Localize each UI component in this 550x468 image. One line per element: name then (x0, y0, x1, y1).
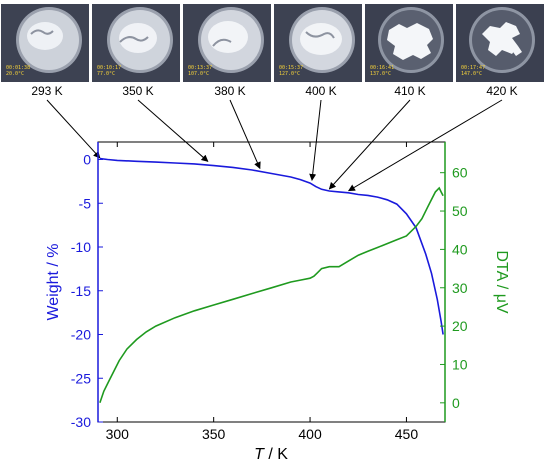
photo-stamp: 00:13:37 107.0°C (188, 65, 213, 77)
right-y-tick-label: 0 (452, 395, 460, 411)
left-y-tick-label: -25 (71, 370, 91, 386)
left-y-axis-title: Weight / % (45, 243, 62, 320)
x-axis-title: T / K (254, 446, 288, 463)
left-y-tick-label: -5 (79, 195, 92, 211)
data-series (99, 157, 444, 404)
x-tick-label: 350 (202, 426, 226, 442)
temperature-label: 400 K (305, 84, 337, 98)
sample-dish-image (365, 4, 453, 82)
temperature-label: 410 K (394, 84, 426, 98)
annotation-arrow (46, 99, 101, 159)
annotation-arrow (229, 99, 261, 170)
weight-line (99, 157, 444, 335)
temperature-label: 420 K (486, 84, 518, 98)
photo-stamp: 00:10:17 77.0°C (97, 65, 122, 77)
sample-dish-image (1, 4, 89, 82)
photo-strip: 00:01:38 20.0°C 00:10:17 77.0°C 00:13:37… (0, 0, 550, 84)
x-tick-label: 300 (106, 426, 130, 442)
right-y-tick-label: 10 (452, 356, 468, 372)
left-y-tick-label: -10 (71, 239, 91, 255)
photo-stamp: 00:16:41 137.0°C (370, 65, 395, 77)
right-y-tick-label: 50 (452, 203, 468, 219)
photo-stamp: 00:01:38 20.0°C (6, 65, 31, 77)
x-tick-label: 450 (395, 426, 419, 442)
plot-frame (97, 141, 446, 423)
x-axis-unit: / K (264, 446, 288, 463)
annotation-arrow (137, 99, 209, 162)
x-tick-label: 400 (298, 426, 322, 442)
left-y-tick-label: -30 (71, 414, 91, 430)
left-y-tick-label: -20 (71, 327, 91, 343)
left-y-tick-label: -15 (71, 283, 91, 299)
annotation-arrow (348, 99, 503, 192)
photo-stamp: 00:15:37 127.0°C (279, 65, 304, 77)
sample-photo: 00:15:37 127.0°C (274, 4, 362, 82)
x-axis-variable: T (254, 446, 265, 463)
right-y-axis-title: DTA / μV (493, 250, 510, 313)
x-axis: 300 350 400 450 (106, 142, 419, 442)
dta-line (99, 186, 444, 404)
sample-dish-image (456, 4, 544, 82)
left-y-tick-label: 0 (83, 152, 91, 168)
right-y-tick-label: 60 (452, 165, 468, 181)
temperature-label: 293 K (31, 84, 63, 98)
sample-dish-image (92, 4, 180, 82)
annotation-arrows (46, 99, 503, 192)
annotation-arrow (328, 99, 411, 190)
sample-photo: 00:10:17 77.0°C (92, 4, 180, 82)
right-y-axis: 0 10 20 30 40 50 60 (440, 165, 468, 411)
photo-stamp: 00:17:47 147.0°C (461, 65, 486, 77)
temperature-label: 380 K (214, 84, 246, 98)
left-y-axis: 0 -5 -10 -15 -20 -25 -30 (71, 152, 103, 430)
right-y-tick-label: 30 (452, 280, 468, 296)
right-y-tick-label: 20 (452, 318, 468, 334)
sample-photo: 00:01:38 20.0°C (1, 4, 89, 82)
sample-photo: 00:16:41 137.0°C (365, 4, 453, 82)
annotation-arrow (309, 99, 322, 181)
sample-dish-image (274, 4, 362, 82)
sample-photo: 00:17:47 147.0°C (456, 4, 544, 82)
right-y-tick-label: 40 (452, 241, 468, 257)
sample-dish-image (183, 4, 271, 82)
temperature-label: 350 K (122, 84, 154, 98)
sample-photo: 00:13:37 107.0°C (183, 4, 271, 82)
